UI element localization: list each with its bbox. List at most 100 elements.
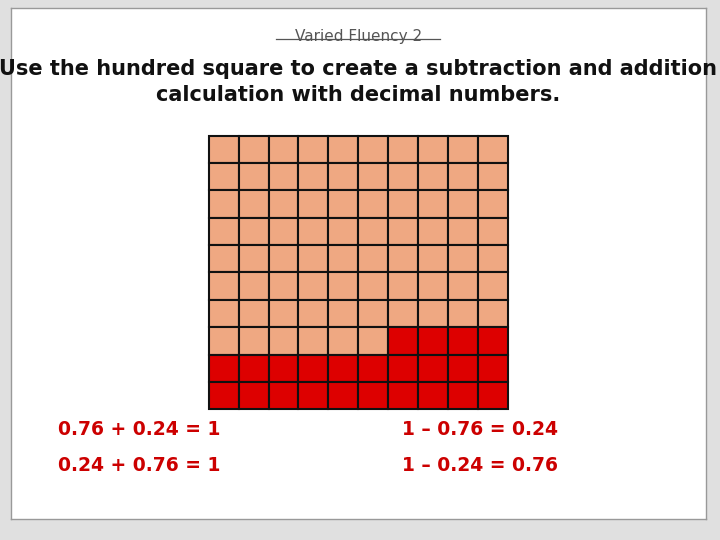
Bar	[448, 163, 477, 190]
Bar	[328, 163, 359, 190]
Bar	[239, 382, 269, 409]
Bar	[418, 163, 448, 190]
Text: 0.76 + 0.24 = 1: 0.76 + 0.24 = 1	[58, 421, 220, 440]
Bar	[209, 190, 239, 218]
Bar	[328, 273, 359, 300]
Bar	[418, 273, 448, 300]
Bar	[388, 190, 418, 218]
Bar	[448, 245, 477, 273]
Bar	[209, 273, 239, 300]
Bar	[448, 355, 477, 382]
Bar	[209, 355, 239, 382]
Bar	[388, 163, 418, 190]
Bar	[299, 163, 328, 190]
Text: 0.24 + 0.76 = 1: 0.24 + 0.76 = 1	[58, 456, 220, 475]
Bar	[359, 327, 388, 355]
Bar	[359, 382, 388, 409]
Bar	[448, 273, 477, 300]
Bar	[239, 355, 269, 382]
Bar	[418, 327, 448, 355]
Bar	[388, 382, 418, 409]
Bar	[477, 300, 508, 327]
Bar	[448, 300, 477, 327]
Bar	[328, 327, 359, 355]
Bar	[269, 355, 299, 382]
Bar	[239, 190, 269, 218]
Bar	[359, 163, 388, 190]
Bar	[299, 273, 328, 300]
Bar	[477, 355, 508, 382]
Bar	[328, 382, 359, 409]
Bar	[209, 300, 239, 327]
Bar	[299, 245, 328, 273]
Bar	[477, 382, 508, 409]
Bar	[209, 163, 239, 190]
Bar	[299, 190, 328, 218]
Bar	[328, 190, 359, 218]
Bar	[359, 245, 388, 273]
Bar	[239, 163, 269, 190]
Text: Varied Fluency 2: Varied Fluency 2	[294, 29, 422, 44]
Bar	[299, 355, 328, 382]
Text: 1 – 0.24 = 0.76: 1 – 0.24 = 0.76	[402, 456, 558, 475]
Bar	[359, 300, 388, 327]
Bar	[418, 300, 448, 327]
Bar	[299, 382, 328, 409]
Bar	[209, 382, 239, 409]
Bar	[269, 136, 299, 163]
Bar	[299, 218, 328, 245]
Bar	[269, 382, 299, 409]
Bar	[299, 327, 328, 355]
Bar	[269, 273, 299, 300]
Bar	[448, 190, 477, 218]
Bar	[209, 136, 239, 163]
Text: Use the hundred square to create a subtraction and addition: Use the hundred square to create a subtr…	[0, 59, 717, 79]
Bar	[269, 245, 299, 273]
Bar	[239, 300, 269, 327]
Bar	[299, 136, 328, 163]
Bar	[388, 273, 418, 300]
Bar	[359, 218, 388, 245]
Bar	[418, 245, 448, 273]
Bar	[269, 190, 299, 218]
Bar	[209, 245, 239, 273]
Bar	[269, 218, 299, 245]
Bar	[239, 218, 269, 245]
Bar	[418, 218, 448, 245]
Bar	[328, 218, 359, 245]
Text: calculation with decimal numbers.: calculation with decimal numbers.	[156, 85, 560, 105]
Bar	[359, 273, 388, 300]
Bar	[448, 218, 477, 245]
Bar	[477, 327, 508, 355]
Bar	[477, 273, 508, 300]
Bar	[448, 382, 477, 409]
Bar	[388, 218, 418, 245]
Bar	[448, 136, 477, 163]
Bar	[239, 327, 269, 355]
Bar	[388, 355, 418, 382]
Bar	[477, 163, 508, 190]
Bar	[269, 327, 299, 355]
Bar	[388, 245, 418, 273]
Bar	[359, 190, 388, 218]
Bar	[239, 136, 269, 163]
Bar	[418, 382, 448, 409]
Bar	[448, 327, 477, 355]
Bar	[477, 218, 508, 245]
Bar	[328, 136, 359, 163]
Bar	[388, 327, 418, 355]
Bar	[418, 136, 448, 163]
Bar	[269, 163, 299, 190]
Bar	[418, 355, 448, 382]
Bar	[477, 136, 508, 163]
Bar	[418, 190, 448, 218]
Bar	[209, 218, 239, 245]
Bar	[299, 300, 328, 327]
Bar	[359, 136, 388, 163]
Bar	[477, 245, 508, 273]
Bar	[239, 245, 269, 273]
Bar	[209, 327, 239, 355]
Bar	[328, 300, 359, 327]
Bar	[388, 136, 418, 163]
Bar	[477, 190, 508, 218]
